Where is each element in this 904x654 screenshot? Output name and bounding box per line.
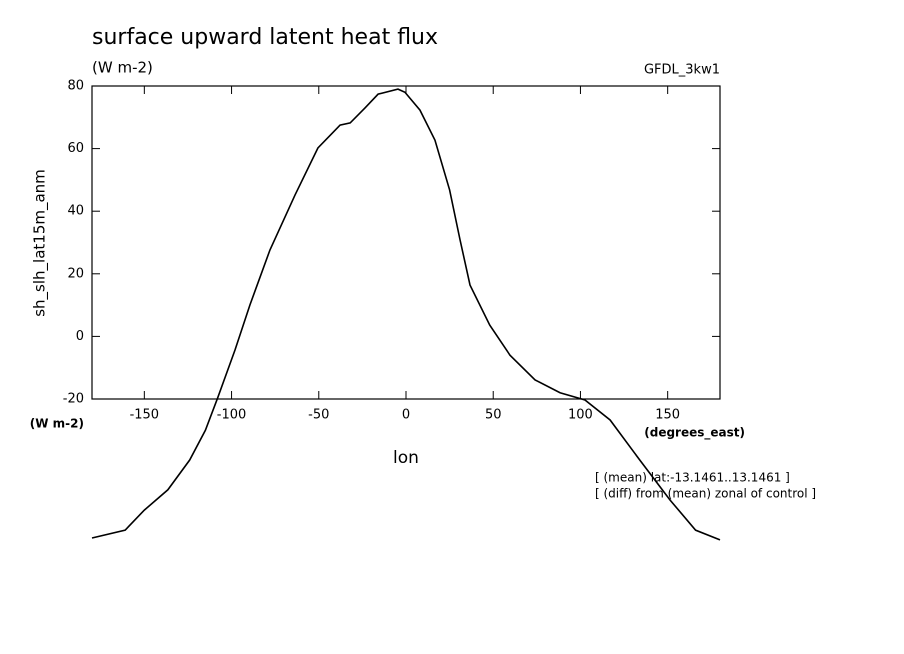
y-units: (W m-2) <box>30 417 84 431</box>
x-tick-label: -100 <box>217 408 247 423</box>
x-tick-label: 100 <box>568 408 593 423</box>
x-tick-label: 50 <box>485 408 502 423</box>
y-tick-label: 60 <box>67 141 84 156</box>
y-tick-label: -20 <box>63 392 84 407</box>
y-tick-label: 40 <box>67 204 84 219</box>
annotation: [ (mean) lat:-13.1461..13.1461 ] <box>595 471 790 485</box>
data-line <box>91 88 721 541</box>
chart-subtitle: (W m-2) <box>92 59 153 77</box>
y-tick-label: 80 <box>67 79 84 94</box>
y-tick-label: 0 <box>76 329 84 344</box>
chart-title: surface upward latent heat flux <box>92 25 438 50</box>
y-tick-label: 20 <box>67 266 84 281</box>
x-tick-label: 0 <box>402 408 410 423</box>
x-tick-label: -150 <box>130 408 160 423</box>
x-axis-label: lon <box>393 448 419 468</box>
y-axis-label: sh_slh_lat15m_anm <box>31 169 50 317</box>
dataset-label: GFDL_3kw1 <box>644 63 720 78</box>
plot-frame <box>91 85 721 400</box>
x-units: (degrees_east) <box>644 426 745 441</box>
x-tick-label: -50 <box>308 408 329 423</box>
annotation: [ (diff) from (mean) zonal of control ] <box>595 487 816 501</box>
x-tick-label: 150 <box>655 408 680 423</box>
